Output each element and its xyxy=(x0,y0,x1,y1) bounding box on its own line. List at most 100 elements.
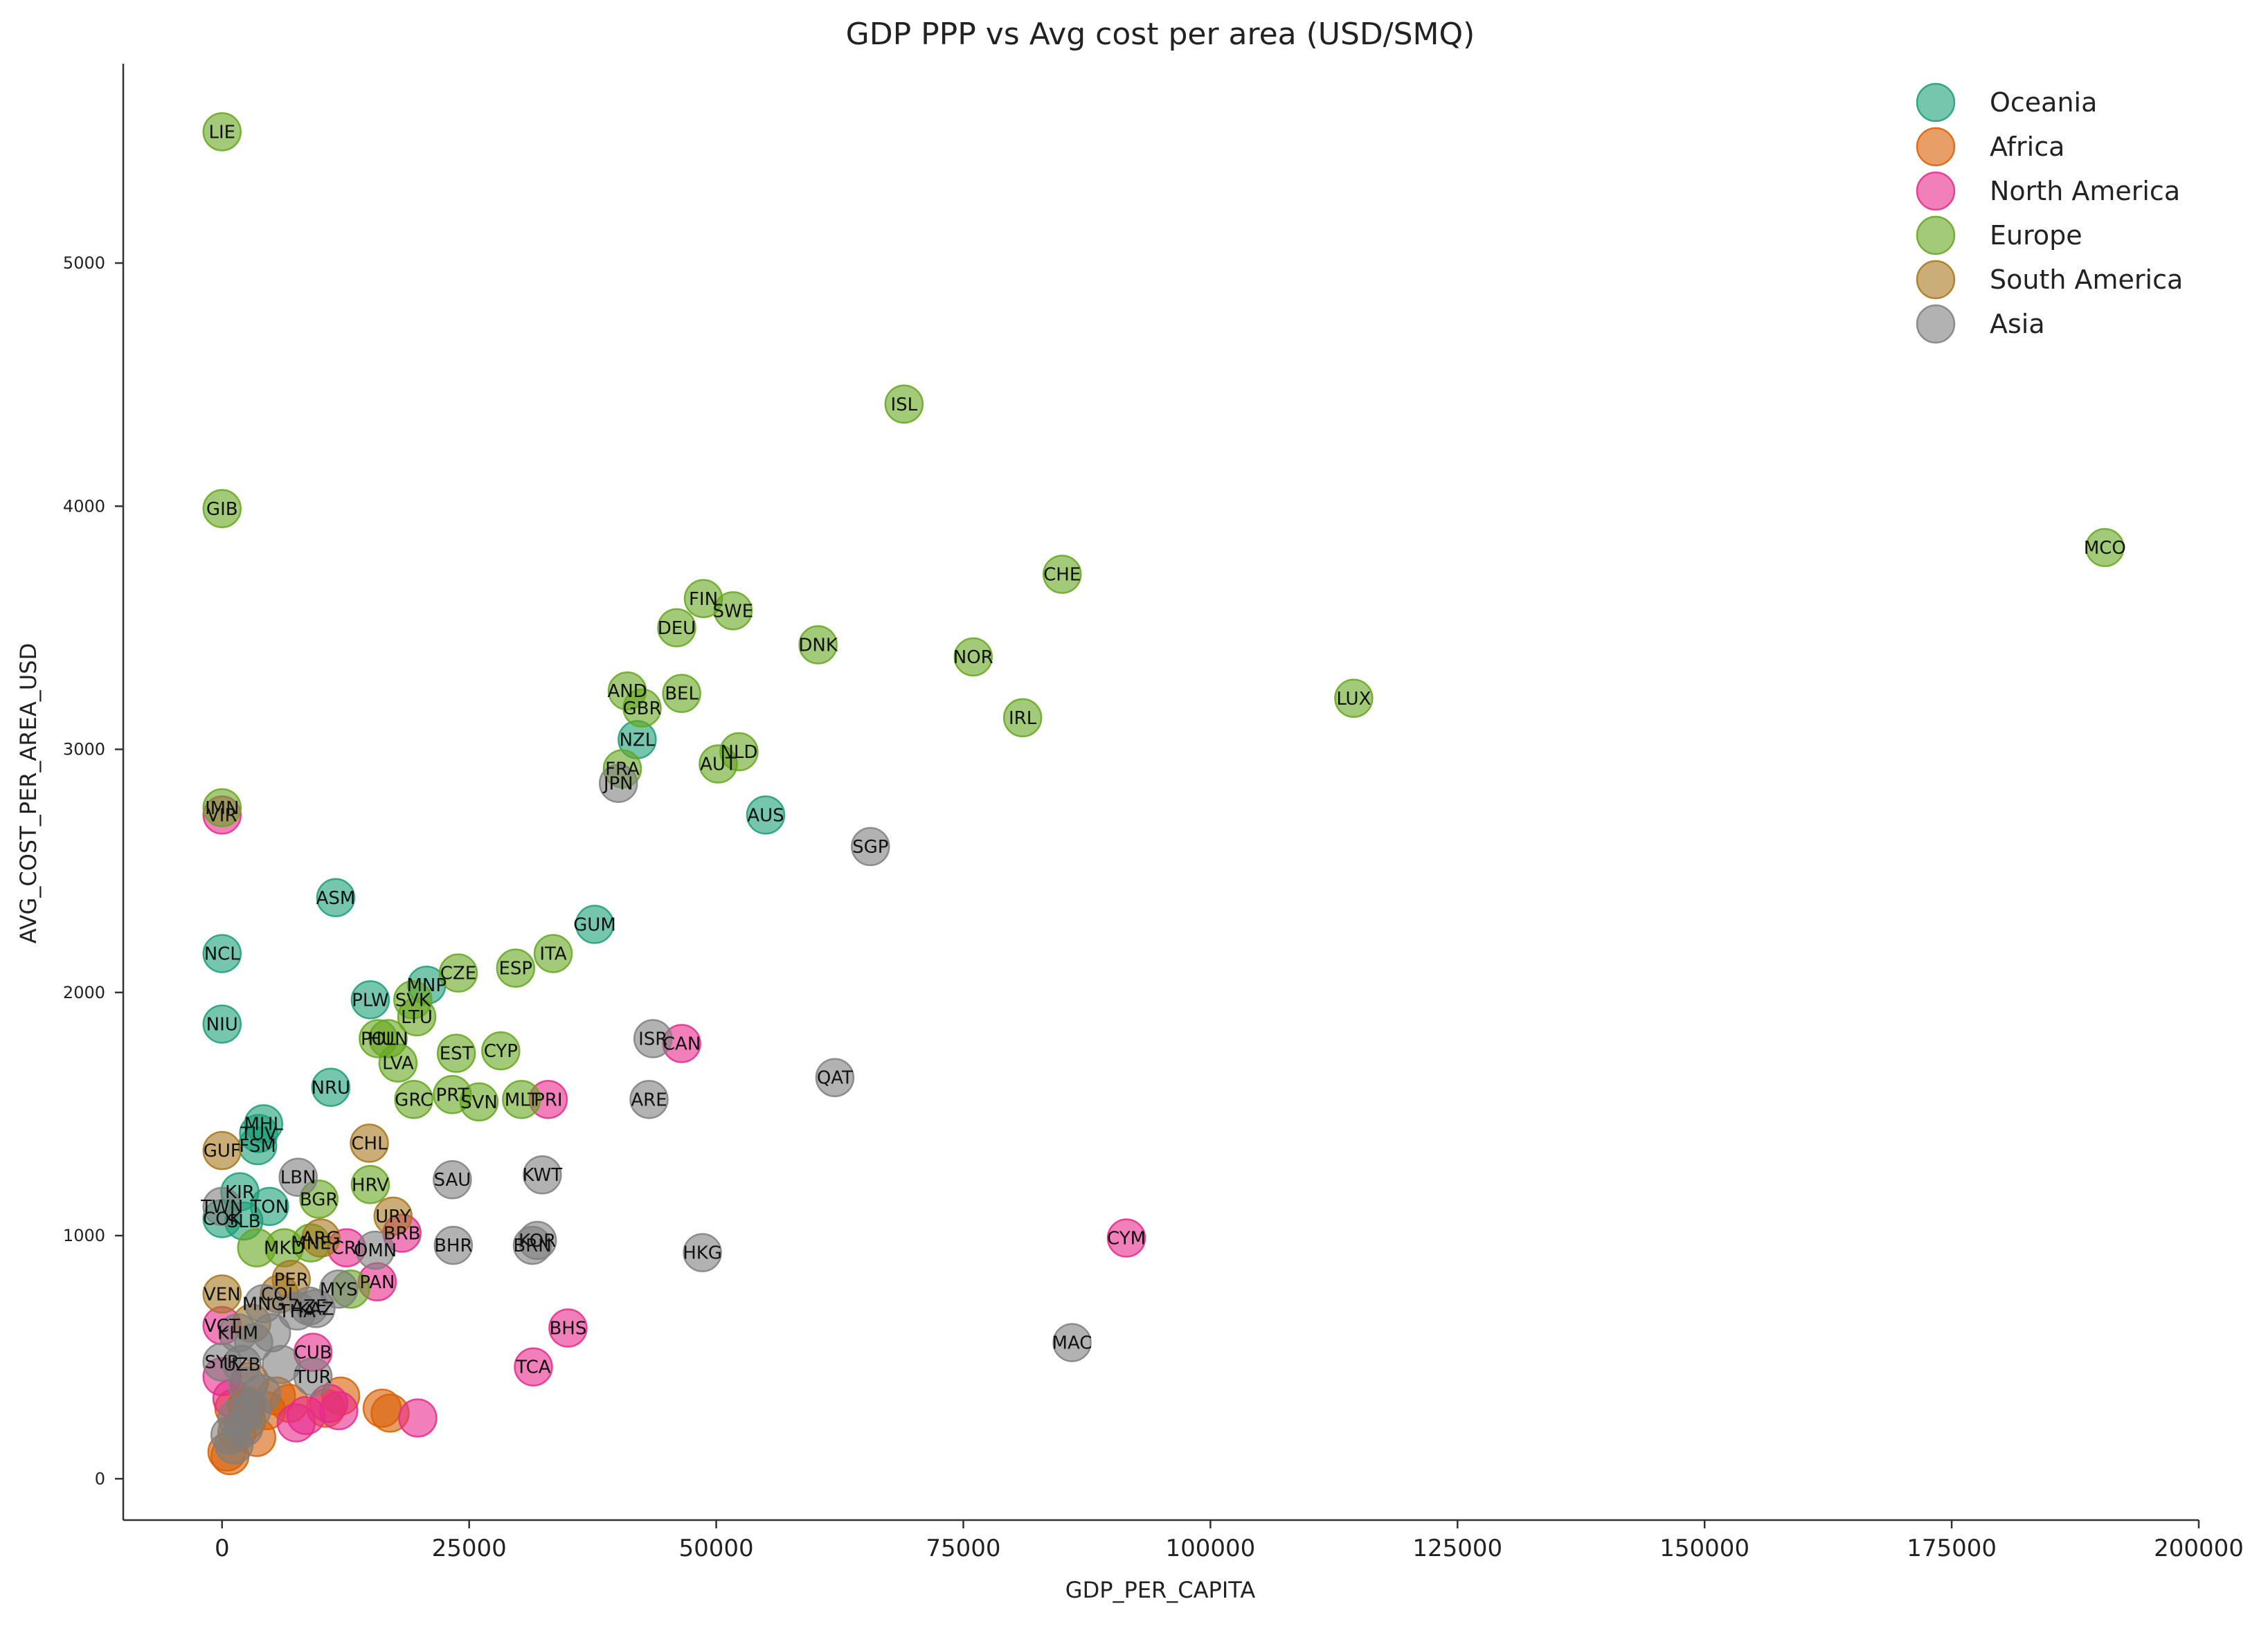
point-label: TUV xyxy=(240,1124,277,1145)
data-point xyxy=(433,1159,472,1200)
data-point xyxy=(350,1165,390,1204)
point-label: CRI xyxy=(332,1238,362,1259)
data-point xyxy=(202,1342,242,1382)
point-label: PRT xyxy=(436,1085,469,1105)
data-point xyxy=(798,625,838,665)
data-point xyxy=(683,1233,722,1272)
point-label: HKG xyxy=(683,1243,722,1264)
data-point xyxy=(512,1225,552,1265)
data-point xyxy=(394,1080,433,1119)
point-label: SLB xyxy=(227,1211,261,1232)
point-label: AZE xyxy=(291,1297,327,1317)
point-label: HUN xyxy=(368,1029,408,1050)
y-tick-label: 1000 xyxy=(63,1226,105,1245)
y-tick-label: 2000 xyxy=(63,983,105,1002)
y-tick-label: 4000 xyxy=(63,496,105,516)
data-point xyxy=(438,953,478,993)
point-label: VEN xyxy=(204,1284,241,1305)
data-point xyxy=(202,1274,242,1314)
point-label: KOR xyxy=(519,1231,556,1252)
data-point xyxy=(713,591,753,631)
data-point xyxy=(278,1157,318,1197)
data-point xyxy=(202,489,242,529)
data-point xyxy=(316,878,356,918)
point-label: BGR xyxy=(300,1189,339,1210)
legend-label: South America xyxy=(1990,264,2183,295)
data-point xyxy=(629,1080,669,1119)
point-label: MHL xyxy=(244,1114,283,1135)
point-label: THA xyxy=(278,1301,316,1322)
data-point xyxy=(1052,1323,1092,1362)
point-label: ASM xyxy=(316,888,356,909)
point-label: CAN xyxy=(663,1034,701,1055)
point-label: BHR xyxy=(434,1236,472,1256)
point-label: GRC xyxy=(395,1090,433,1110)
point-label: ESP xyxy=(498,959,532,979)
point-label: HRV xyxy=(352,1175,389,1195)
data-point xyxy=(548,1308,588,1348)
data-point xyxy=(237,1228,276,1267)
x-tick-label: 125000 xyxy=(1412,1535,1502,1562)
point-label: MKD xyxy=(264,1238,305,1259)
data-point xyxy=(433,1225,474,1265)
y-tick-label: 5000 xyxy=(63,253,105,273)
data-point xyxy=(459,1082,499,1122)
point-label: CYP xyxy=(484,1041,518,1062)
x-axis-label: GDP_PER_CAPITA xyxy=(1065,1577,1256,1603)
data-point xyxy=(202,1004,242,1044)
point-label: LTU xyxy=(401,1007,433,1028)
point-label: POL xyxy=(361,1029,396,1050)
data-point xyxy=(815,1058,855,1097)
point-label: AUT xyxy=(700,755,737,775)
data-point xyxy=(502,1080,541,1119)
point-label: FRA xyxy=(605,759,640,780)
point-label: AUS xyxy=(747,805,784,826)
point-label: ITA xyxy=(539,944,567,965)
data-point xyxy=(598,764,638,803)
point-label: CHL xyxy=(351,1134,388,1155)
point-label: IRL xyxy=(1009,708,1037,729)
chart-title: GDP PPP vs Avg cost per area (USD/SMQ) xyxy=(846,17,1475,52)
point-label: ARG xyxy=(302,1229,341,1249)
data-point xyxy=(262,1344,301,1384)
data-point xyxy=(622,688,662,728)
point-label: CHE xyxy=(1043,565,1081,586)
x-tick-label: 175000 xyxy=(1907,1535,1997,1562)
point-label: LVA xyxy=(382,1054,414,1074)
data-point xyxy=(481,1031,521,1071)
point-label: KIR xyxy=(225,1182,255,1203)
point-label: OMN xyxy=(354,1240,397,1261)
x-tick-label: 75000 xyxy=(926,1535,1000,1562)
point-label: ISR xyxy=(638,1029,667,1050)
point-label: TCA xyxy=(515,1357,551,1378)
data-point xyxy=(633,1019,673,1058)
point-label: BHS xyxy=(549,1319,586,1339)
point-label: ISL xyxy=(890,395,917,415)
point-label: MCO xyxy=(2084,538,2126,559)
point-label: SYR xyxy=(205,1353,240,1373)
data-point xyxy=(202,788,242,828)
data-point xyxy=(746,795,786,835)
point-label: QAT xyxy=(817,1068,853,1089)
x-tick-label: 150000 xyxy=(1659,1535,1749,1562)
data-point xyxy=(575,905,615,944)
data-point xyxy=(851,826,890,867)
point-label: BEL xyxy=(665,684,699,705)
y-ticks: 0 1000 2000 3000 4000 5000 xyxy=(63,253,123,1488)
point-labels: NZLAUSGUMASMNCLNIUPLWMNPNRUMHLTUVFSMKIRT… xyxy=(200,122,2126,1387)
point-label: SGP xyxy=(852,837,888,858)
data-point xyxy=(662,674,701,713)
data-point xyxy=(398,1398,438,1438)
x-tick-label: 200000 xyxy=(2154,1535,2244,1562)
point-label: DNK xyxy=(798,635,838,656)
point-label: LIE xyxy=(208,122,235,143)
point-label: MAC xyxy=(1052,1333,1092,1354)
x-tick-label: 50000 xyxy=(678,1535,753,1562)
point-label: IMN xyxy=(205,798,240,819)
point-label: CUB xyxy=(294,1343,332,1364)
point-label: MNP xyxy=(406,975,447,996)
point-label: CYM xyxy=(1107,1229,1146,1249)
data-point xyxy=(1002,698,1043,738)
legend-marker xyxy=(1916,171,1956,211)
point-label: FSM xyxy=(239,1136,276,1157)
